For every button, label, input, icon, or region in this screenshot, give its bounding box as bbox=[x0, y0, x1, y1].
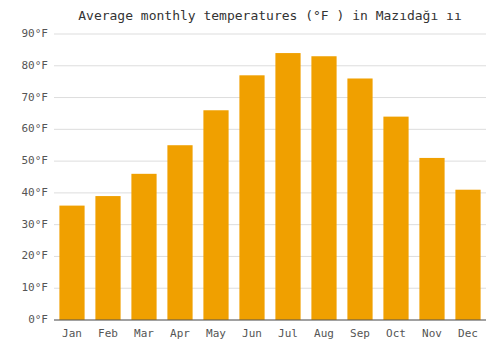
bars bbox=[59, 53, 480, 320]
y-tick-label: 60°F bbox=[22, 122, 49, 135]
y-tick-label: 80°F bbox=[22, 59, 49, 72]
bar bbox=[347, 78, 372, 320]
grid-line bbox=[54, 34, 486, 35]
x-tick-label: Nov bbox=[422, 327, 442, 340]
x-tick-label: May bbox=[206, 327, 226, 340]
x-tick-label: Dec bbox=[458, 327, 478, 340]
y-axis: 0°F 10°F 20°F 30°F 40°F 50°F 60°F 70°F 80°F 90°F bbox=[22, 27, 49, 326]
y-tick-label: 90°F bbox=[22, 27, 49, 40]
bar bbox=[95, 196, 120, 320]
x-tick-label: Jun bbox=[242, 327, 262, 340]
bar bbox=[419, 158, 444, 320]
grid bbox=[54, 34, 486, 320]
bar bbox=[455, 190, 480, 320]
grid-line bbox=[54, 97, 486, 98]
x-axis-line bbox=[54, 320, 486, 321]
chart-root: Average monthly temperatures (°F ) in Ma… bbox=[0, 0, 500, 350]
y-tick-label: 40°F bbox=[22, 186, 49, 199]
title: Average monthly temperatures (°F ) in Ma… bbox=[78, 8, 462, 23]
bar bbox=[131, 174, 156, 320]
bar bbox=[239, 75, 264, 320]
x-axis: Jan Feb Mar Apr May Jun Jul Aug Sep Oct Nov Dec bbox=[54, 320, 486, 340]
x-tick-label: Mar bbox=[134, 327, 154, 340]
x-tick-label: Feb bbox=[98, 327, 118, 340]
y-tick-label: 30°F bbox=[22, 218, 49, 231]
y-tick-label: 10°F bbox=[22, 281, 49, 294]
chart: Average monthly temperatures (°F ) in Ma… bbox=[0, 0, 500, 350]
x-tick-label: Jan bbox=[62, 327, 82, 340]
y-tick-label: 70°F bbox=[22, 91, 49, 104]
x-tick-label: Aug bbox=[314, 327, 334, 340]
x-tick-label: Apr bbox=[170, 327, 190, 340]
grid-line bbox=[54, 129, 486, 130]
x-tick-label: Sep bbox=[350, 327, 370, 340]
bar bbox=[203, 110, 228, 320]
y-tick-label: 20°F bbox=[22, 249, 49, 262]
bar bbox=[311, 56, 336, 320]
bar bbox=[383, 117, 408, 320]
bar bbox=[59, 206, 84, 320]
y-tick-label: 50°F bbox=[22, 154, 49, 167]
x-tick-label: Oct bbox=[386, 327, 406, 340]
bar bbox=[167, 145, 192, 320]
grid-line bbox=[54, 65, 486, 66]
y-tick-label: 0°F bbox=[28, 313, 48, 326]
x-tick-label: Jul bbox=[278, 327, 298, 340]
grid-line bbox=[54, 320, 486, 321]
bar bbox=[275, 53, 300, 320]
